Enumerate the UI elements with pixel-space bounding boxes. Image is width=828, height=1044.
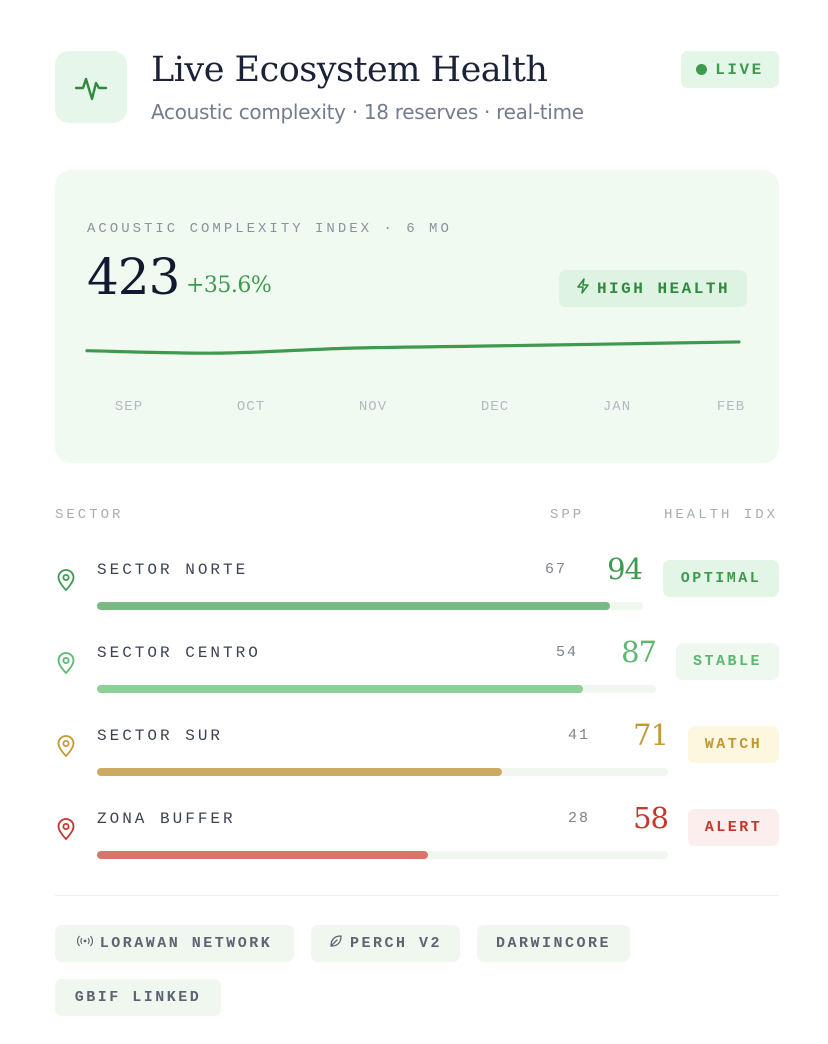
metric-label: ACOUSTIC COMPLEXITY INDEX · 6 MO [87,221,452,237]
live-dot-icon [696,64,708,75]
acoustic-complexity-panel: ACOUSTIC COMPLEXITY INDEX · 6 MO 423 +35… [55,170,779,463]
tag-label: PERCH V2 [349,935,442,952]
health-score: 94 [607,552,643,586]
species-count: 54 [555,644,578,661]
column-header-spp: SPP [550,507,585,523]
sector-row[interactable]: ZONA BUFFER 28 58 ALERT [0,801,828,880]
section-divider [55,895,779,896]
tag-lorawan-network[interactable]: LORAWAN NETWORK [55,925,294,962]
health-bar-track [97,851,668,859]
tag-gbif-linked[interactable]: GBIF LINKED [55,979,221,1016]
health-badge-label: HIGH HEALTH [596,279,731,298]
status-badge: WATCH [688,726,779,763]
radio-signal-icon [76,935,93,952]
high-health-badge: HIGH HEALTH [559,270,747,307]
tag-label: GBIF LINKED [74,989,202,1006]
map-pin-icon [57,735,75,758]
health-bar-fill [97,851,429,859]
sector-name: SECTOR CENTRO [97,644,261,662]
health-bar-fill [97,602,611,610]
sector-name: ZONA BUFFER [97,810,236,828]
health-bar-track [97,685,656,693]
health-bar-fill [97,685,584,693]
complexity-line-chart: SEP OCT NOV DEC JAN FEB [85,340,745,415]
species-count: 67 [544,561,567,578]
sector-row[interactable]: SECTOR NORTE 67 94 OPTIMAL [0,552,828,631]
x-tick-label: OCT [237,399,265,415]
health-bar-track [97,768,668,776]
health-score: 58 [633,801,669,835]
status-badge: ALERT [688,809,779,846]
column-header-sector: SECTOR [55,507,124,523]
x-tick-label: SEP [115,399,143,415]
leaf-icon [329,934,343,953]
x-tick-label: DEC [481,399,509,415]
sector-name: SECTOR NORTE [97,561,249,579]
health-score: 87 [621,635,657,669]
status-badge: STABLE [676,643,779,680]
lightning-icon [576,278,590,299]
species-count: 28 [567,810,590,827]
column-header-health: HEALTH IDX [664,507,779,523]
x-tick-label: JAN [603,399,631,415]
tag-perch-v2[interactable]: PERCH V2 [311,925,460,962]
series-line [85,340,741,355]
health-bar-fill [97,768,503,776]
map-pin-icon [57,818,75,841]
live-status-badge: LIVE [681,51,779,88]
metric-change: +35.6% [186,273,272,298]
tag-label: DARWINCORE [495,935,611,952]
metric-value: 423 [87,248,180,306]
sector-name: SECTOR SUR [97,727,224,745]
tag-label: LORAWAN NETWORK [99,935,273,952]
x-tick-label: FEB [717,399,745,415]
health-score: 71 [633,718,669,752]
species-count: 41 [567,727,590,744]
live-label: LIVE [715,60,764,79]
status-badge: OPTIMAL [663,560,779,597]
sector-row[interactable]: SECTOR SUR 41 71 WATCH [0,718,828,797]
tag-darwincore[interactable]: DARWINCORE [477,925,630,962]
x-tick-label: NOV [359,399,387,415]
page-title: Live Ecosystem Health [151,50,548,90]
map-pin-icon [57,569,75,592]
health-bar-track [97,602,643,610]
page-subtitle: Acoustic complexity · 18 reserves · real… [151,100,584,124]
activity-pulse-icon [55,51,127,123]
map-pin-icon [57,652,75,675]
sector-row[interactable]: SECTOR CENTRO 54 87 STABLE [0,635,828,714]
